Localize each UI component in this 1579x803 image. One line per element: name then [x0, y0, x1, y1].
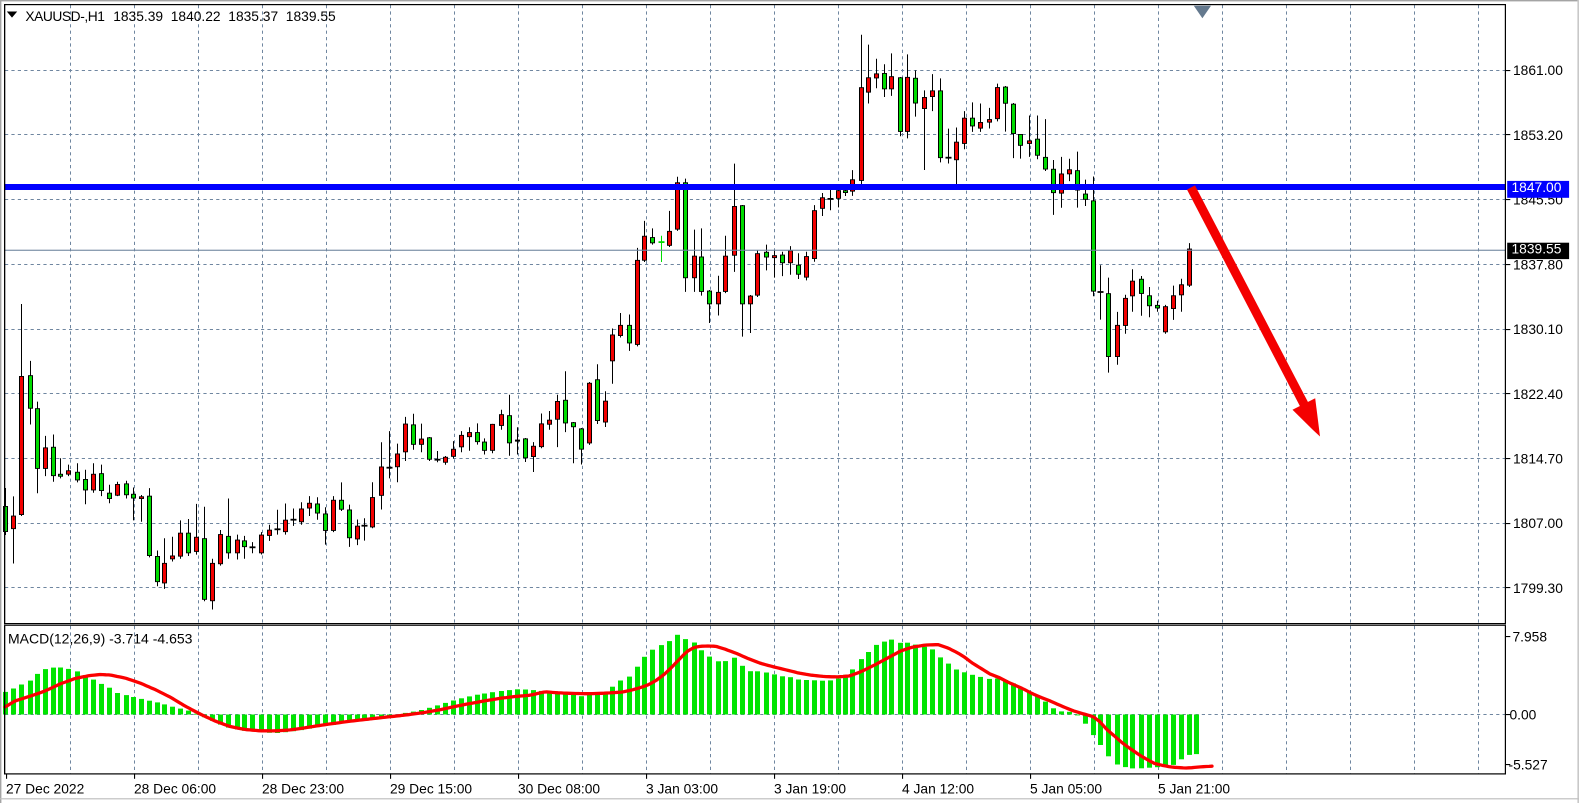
svg-text:-5.527: -5.527	[1509, 758, 1548, 773]
svg-text:4 Jan 12:00: 4 Jan 12:00	[902, 782, 974, 797]
svg-text:1837.80: 1837.80	[1513, 257, 1563, 272]
svg-text:1814.70: 1814.70	[1513, 452, 1563, 467]
svg-text:1822.40: 1822.40	[1513, 387, 1563, 402]
svg-text:0.00: 0.00	[1510, 708, 1537, 723]
svg-text:1807.00: 1807.00	[1513, 516, 1563, 531]
svg-text:5 Jan 05:00: 5 Jan 05:00	[1030, 782, 1102, 797]
svg-text:1847.00: 1847.00	[1512, 180, 1562, 195]
svg-text:1835.39 1840.22 1835.37 183: 1835.39 1840.22 1835.37 1839.55	[113, 9, 336, 24]
svg-text:3 Jan 19:00: 3 Jan 19:00	[774, 782, 846, 797]
svg-text:1861.00: 1861.00	[1513, 63, 1563, 78]
svg-text:28 Dec 23:00: 28 Dec 23:00	[262, 782, 344, 797]
svg-text:1830.10: 1830.10	[1513, 322, 1563, 337]
svg-text:7.958: 7.958	[1513, 629, 1548, 644]
svg-text:27 Dec 2022: 27 Dec 2022	[6, 782, 84, 797]
svg-text:5 Jan 21:00: 5 Jan 21:00	[1158, 782, 1230, 797]
svg-text:XAUUSD-,H1: XAUUSD-,H1	[25, 9, 104, 24]
svg-text:MACD(12,26,9) -3.714 -4.653: MACD(12,26,9) -3.714 -4.653	[8, 630, 193, 646]
svg-text:30 Dec 08:00: 30 Dec 08:00	[518, 782, 600, 797]
svg-text:29 Dec 15:00: 29 Dec 15:00	[390, 782, 472, 797]
svg-text:1853.20: 1853.20	[1513, 128, 1563, 143]
svg-text:1799.30: 1799.30	[1513, 581, 1563, 596]
svg-text:3 Jan 03:00: 3 Jan 03:00	[646, 782, 718, 797]
svg-text:28 Dec 06:00: 28 Dec 06:00	[134, 782, 216, 797]
svg-text:1839.55: 1839.55	[1512, 241, 1562, 256]
